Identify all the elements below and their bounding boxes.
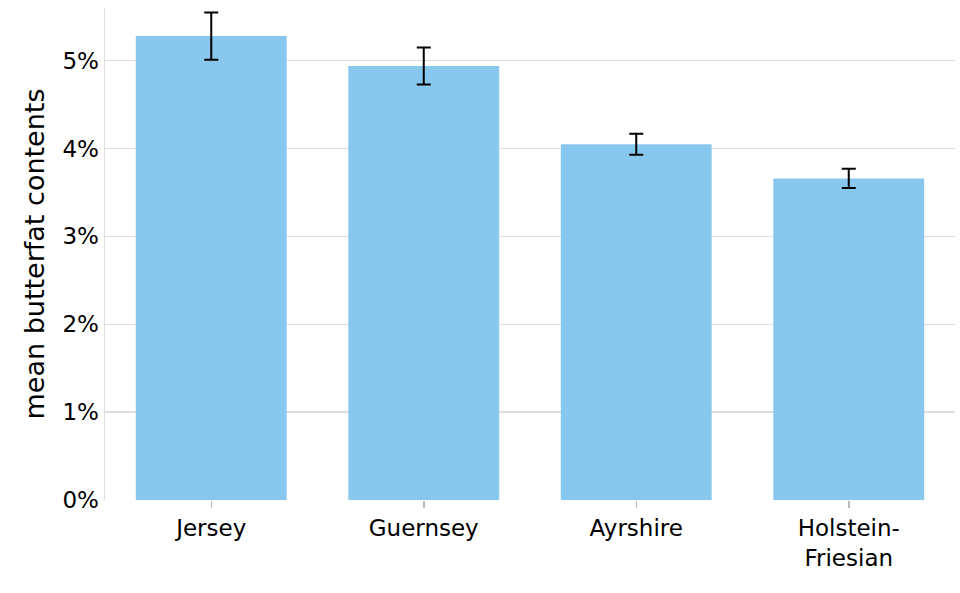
- svg-text:5%: 5%: [62, 48, 99, 74]
- svg-text:mean butterfat contents: mean butterfat contents: [19, 89, 50, 420]
- svg-text:2%: 2%: [62, 311, 99, 337]
- svg-text:3%: 3%: [62, 223, 99, 249]
- svg-text:0%: 0%: [62, 487, 99, 513]
- svg-text:Holstein-Friesian: Holstein-Friesian: [798, 515, 900, 571]
- svg-text:Jersey: Jersey: [174, 515, 246, 541]
- svg-text:1%: 1%: [62, 399, 99, 425]
- svg-text:Ayrshire: Ayrshire: [590, 515, 683, 541]
- svg-text:4%: 4%: [62, 136, 99, 162]
- svg-text:Guernsey: Guernsey: [369, 515, 479, 541]
